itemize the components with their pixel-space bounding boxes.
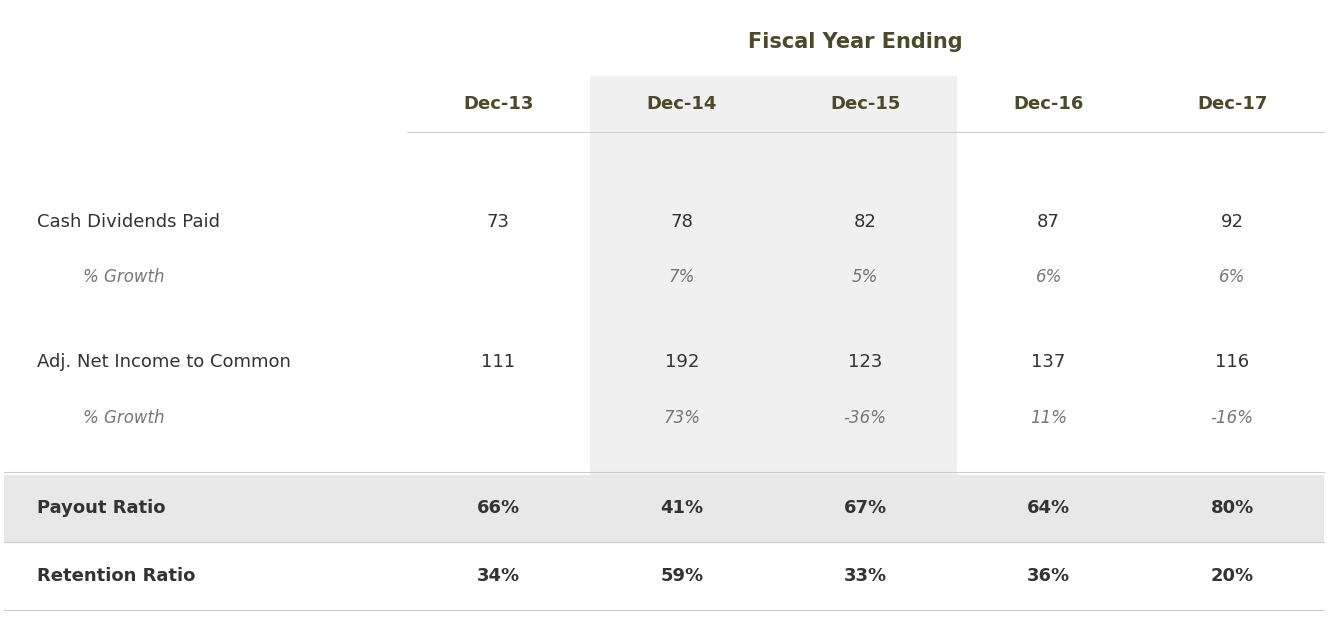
Text: 73: 73: [487, 212, 510, 231]
Bar: [590, 76, 773, 475]
Text: -36%: -36%: [843, 409, 887, 427]
Text: 116: 116: [1215, 353, 1250, 372]
Text: 73%: 73%: [663, 409, 700, 427]
Text: Fiscal Year Ending: Fiscal Year Ending: [748, 32, 963, 53]
Text: Dec-14: Dec-14: [647, 95, 717, 113]
Text: 80%: 80%: [1211, 500, 1254, 517]
Text: 82: 82: [854, 212, 876, 231]
Text: 5%: 5%: [853, 268, 878, 286]
Text: Dec-15: Dec-15: [830, 95, 900, 113]
Text: 59%: 59%: [660, 567, 704, 585]
Text: Dec-17: Dec-17: [1197, 95, 1267, 113]
Text: 67%: 67%: [843, 500, 887, 517]
Text: 34%: 34%: [477, 567, 521, 585]
Text: 20%: 20%: [1211, 567, 1254, 585]
Text: 6%: 6%: [1219, 268, 1246, 286]
Bar: [773, 76, 957, 475]
Text: 11%: 11%: [1031, 409, 1068, 427]
Text: 92: 92: [1220, 212, 1243, 231]
Text: Payout Ratio: Payout Ratio: [37, 500, 166, 517]
Text: Dec-16: Dec-16: [1013, 95, 1084, 113]
Text: 123: 123: [849, 353, 882, 372]
Text: 66%: 66%: [477, 500, 521, 517]
Text: Retention Ratio: Retention Ratio: [37, 567, 195, 585]
Text: 192: 192: [664, 353, 699, 372]
Text: 6%: 6%: [1036, 268, 1062, 286]
Text: 137: 137: [1032, 353, 1066, 372]
Text: Cash Dividends Paid: Cash Dividends Paid: [37, 212, 220, 231]
Text: Dec-13: Dec-13: [463, 95, 534, 113]
Text: % Growth: % Growth: [84, 268, 165, 286]
Text: % Growth: % Growth: [84, 409, 165, 427]
Text: 111: 111: [481, 353, 515, 372]
Text: 7%: 7%: [668, 268, 695, 286]
Text: 87: 87: [1037, 212, 1060, 231]
Text: Adj. Net Income to Common: Adj. Net Income to Common: [37, 353, 291, 372]
Text: 64%: 64%: [1027, 500, 1070, 517]
Text: -16%: -16%: [1211, 409, 1254, 427]
Text: 36%: 36%: [1027, 567, 1070, 585]
Text: 78: 78: [671, 212, 693, 231]
Text: 41%: 41%: [660, 500, 704, 517]
Text: 33%: 33%: [843, 567, 887, 585]
Bar: [4, 475, 1324, 542]
